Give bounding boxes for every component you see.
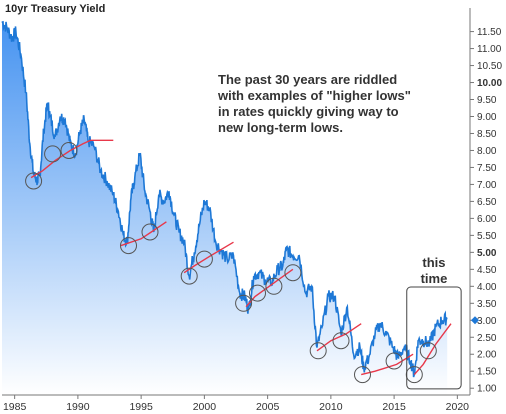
- y-tick-label: 2.00: [477, 350, 497, 361]
- y-tick-label: 11.50: [477, 27, 502, 38]
- current-value-marker: [471, 316, 479, 325]
- y-tick-label: 1.00: [477, 384, 497, 395]
- low-circle: [419, 342, 437, 360]
- y-tick-label: 10.00: [477, 78, 502, 89]
- annotation-line: in rates quickly giving way to: [218, 104, 399, 119]
- low-circle: [332, 332, 350, 350]
- low-circle: [60, 142, 78, 159]
- y-tick-label: 6.00: [477, 214, 497, 225]
- trend-line: [413, 323, 452, 376]
- this-time-box: [406, 286, 462, 390]
- trend-line: [30, 139, 114, 179]
- low-circle: [180, 267, 198, 285]
- low-circle: [309, 342, 327, 360]
- annotation-line: The past 30 years are riddled: [218, 72, 397, 87]
- y-tick-label: 5.00: [477, 248, 497, 259]
- box-label: this: [422, 255, 445, 270]
- x-tick-label: 1995: [129, 401, 153, 413]
- y-tick-label: 4.00: [477, 282, 497, 293]
- y-tick-label: 6.50: [477, 197, 497, 208]
- y-tick-label: 9.00: [477, 112, 497, 123]
- low-circle: [284, 264, 302, 282]
- low-circle: [249, 284, 266, 302]
- annotation-line: new long-term lows.: [218, 120, 343, 135]
- chart-title: 10yr Treasury Yield: [5, 3, 105, 15]
- area-layer: [1, 20, 448, 396]
- y-tick-label: 2.50: [477, 333, 497, 344]
- low-circle: [265, 277, 283, 295]
- y-tick-label: 8.00: [477, 146, 497, 157]
- y-tick-label: 5.50: [477, 231, 497, 242]
- trend-line: [183, 241, 234, 274]
- low-circle: [120, 237, 137, 255]
- low-circle: [44, 145, 62, 163]
- x-tick-label: 2000: [193, 401, 217, 413]
- y-tick-label: 3.00: [477, 316, 497, 327]
- x-tick-label: 1985: [3, 401, 27, 413]
- low-circle: [385, 352, 403, 370]
- low-circle: [141, 223, 159, 241]
- x-tick-label: 1990: [66, 401, 90, 413]
- axes: 1.00 1.50 2.00 2.50 3.00 3.50 4.00 4.50 5.00 5.50…: [2, 8, 502, 413]
- low-circle: [354, 366, 371, 384]
- low-circle: [235, 294, 253, 312]
- low-circle: [195, 250, 213, 268]
- yield-area: [2, 21, 448, 396]
- box-label: time: [421, 271, 448, 286]
- x-tick-label: 2005: [256, 401, 280, 413]
- circled-lows: [25, 142, 437, 384]
- trend-line: [120, 221, 167, 247]
- y-tick-label: 10.50: [477, 61, 502, 72]
- x-tick-label: 2020: [446, 401, 470, 413]
- y-tick-label: 7.50: [477, 163, 497, 174]
- low-circle: [25, 172, 43, 190]
- y-tick-label: 9.50: [477, 95, 497, 106]
- x-tick-label: 2010: [319, 401, 343, 413]
- yield-line: [1, 20, 448, 378]
- y-tick-label: 7.00: [477, 180, 497, 191]
- annotation-line: with examples of "higher lows": [217, 88, 411, 103]
- y-tick-label: 1.50: [477, 367, 497, 378]
- y-tick-label: 4.50: [477, 265, 497, 276]
- y-tick-label: 3.50: [477, 299, 497, 310]
- y-tick-label: 8.50: [477, 129, 497, 140]
- x-tick-label: 2015: [382, 401, 406, 413]
- trend-line: [361, 353, 414, 376]
- y-tick-label: 11.00: [477, 44, 502, 55]
